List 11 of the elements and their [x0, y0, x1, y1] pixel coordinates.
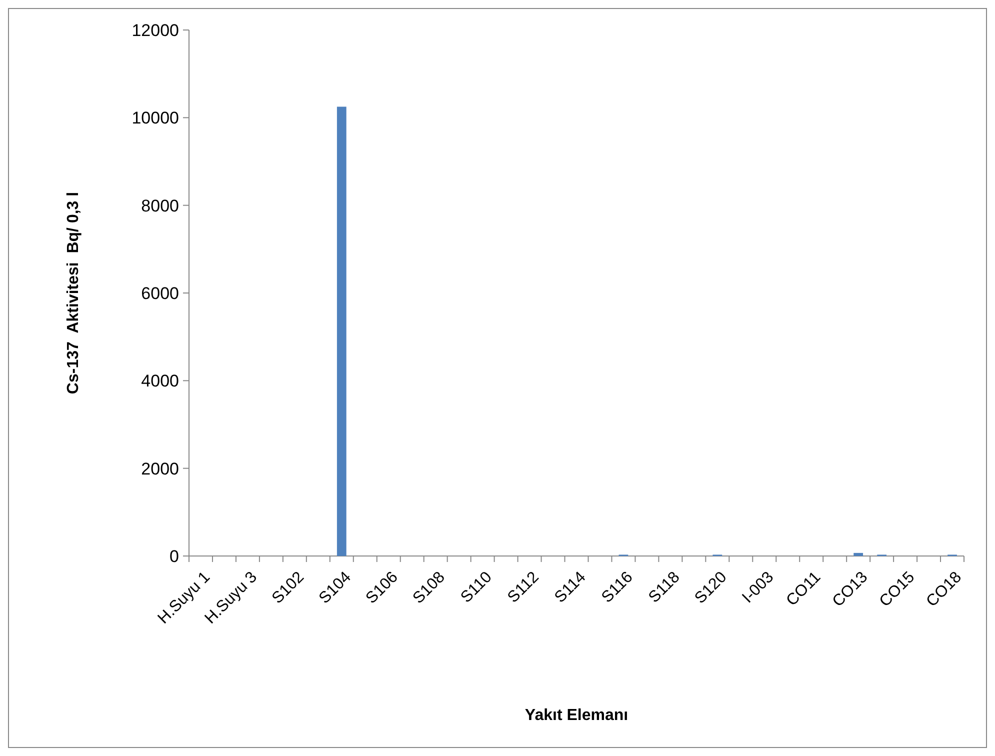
x-axis-title: Yakıt Elemanı: [524, 707, 628, 724]
y-tick-label: 8000: [141, 196, 179, 216]
y-tick-label: 4000: [141, 372, 179, 391]
bar: [854, 552, 864, 556]
y-tick-label: 12000: [132, 20, 179, 40]
y-axis-title: Cs-137 Aktivitesi Bq/ 0,3 l: [65, 192, 82, 394]
bar: [336, 106, 346, 556]
y-tick-label: 0: [170, 546, 179, 566]
y-tick-label: 10000: [132, 108, 179, 128]
y-tick-label: 6000: [141, 284, 179, 303]
y-tick-label: 2000: [141, 459, 179, 478]
